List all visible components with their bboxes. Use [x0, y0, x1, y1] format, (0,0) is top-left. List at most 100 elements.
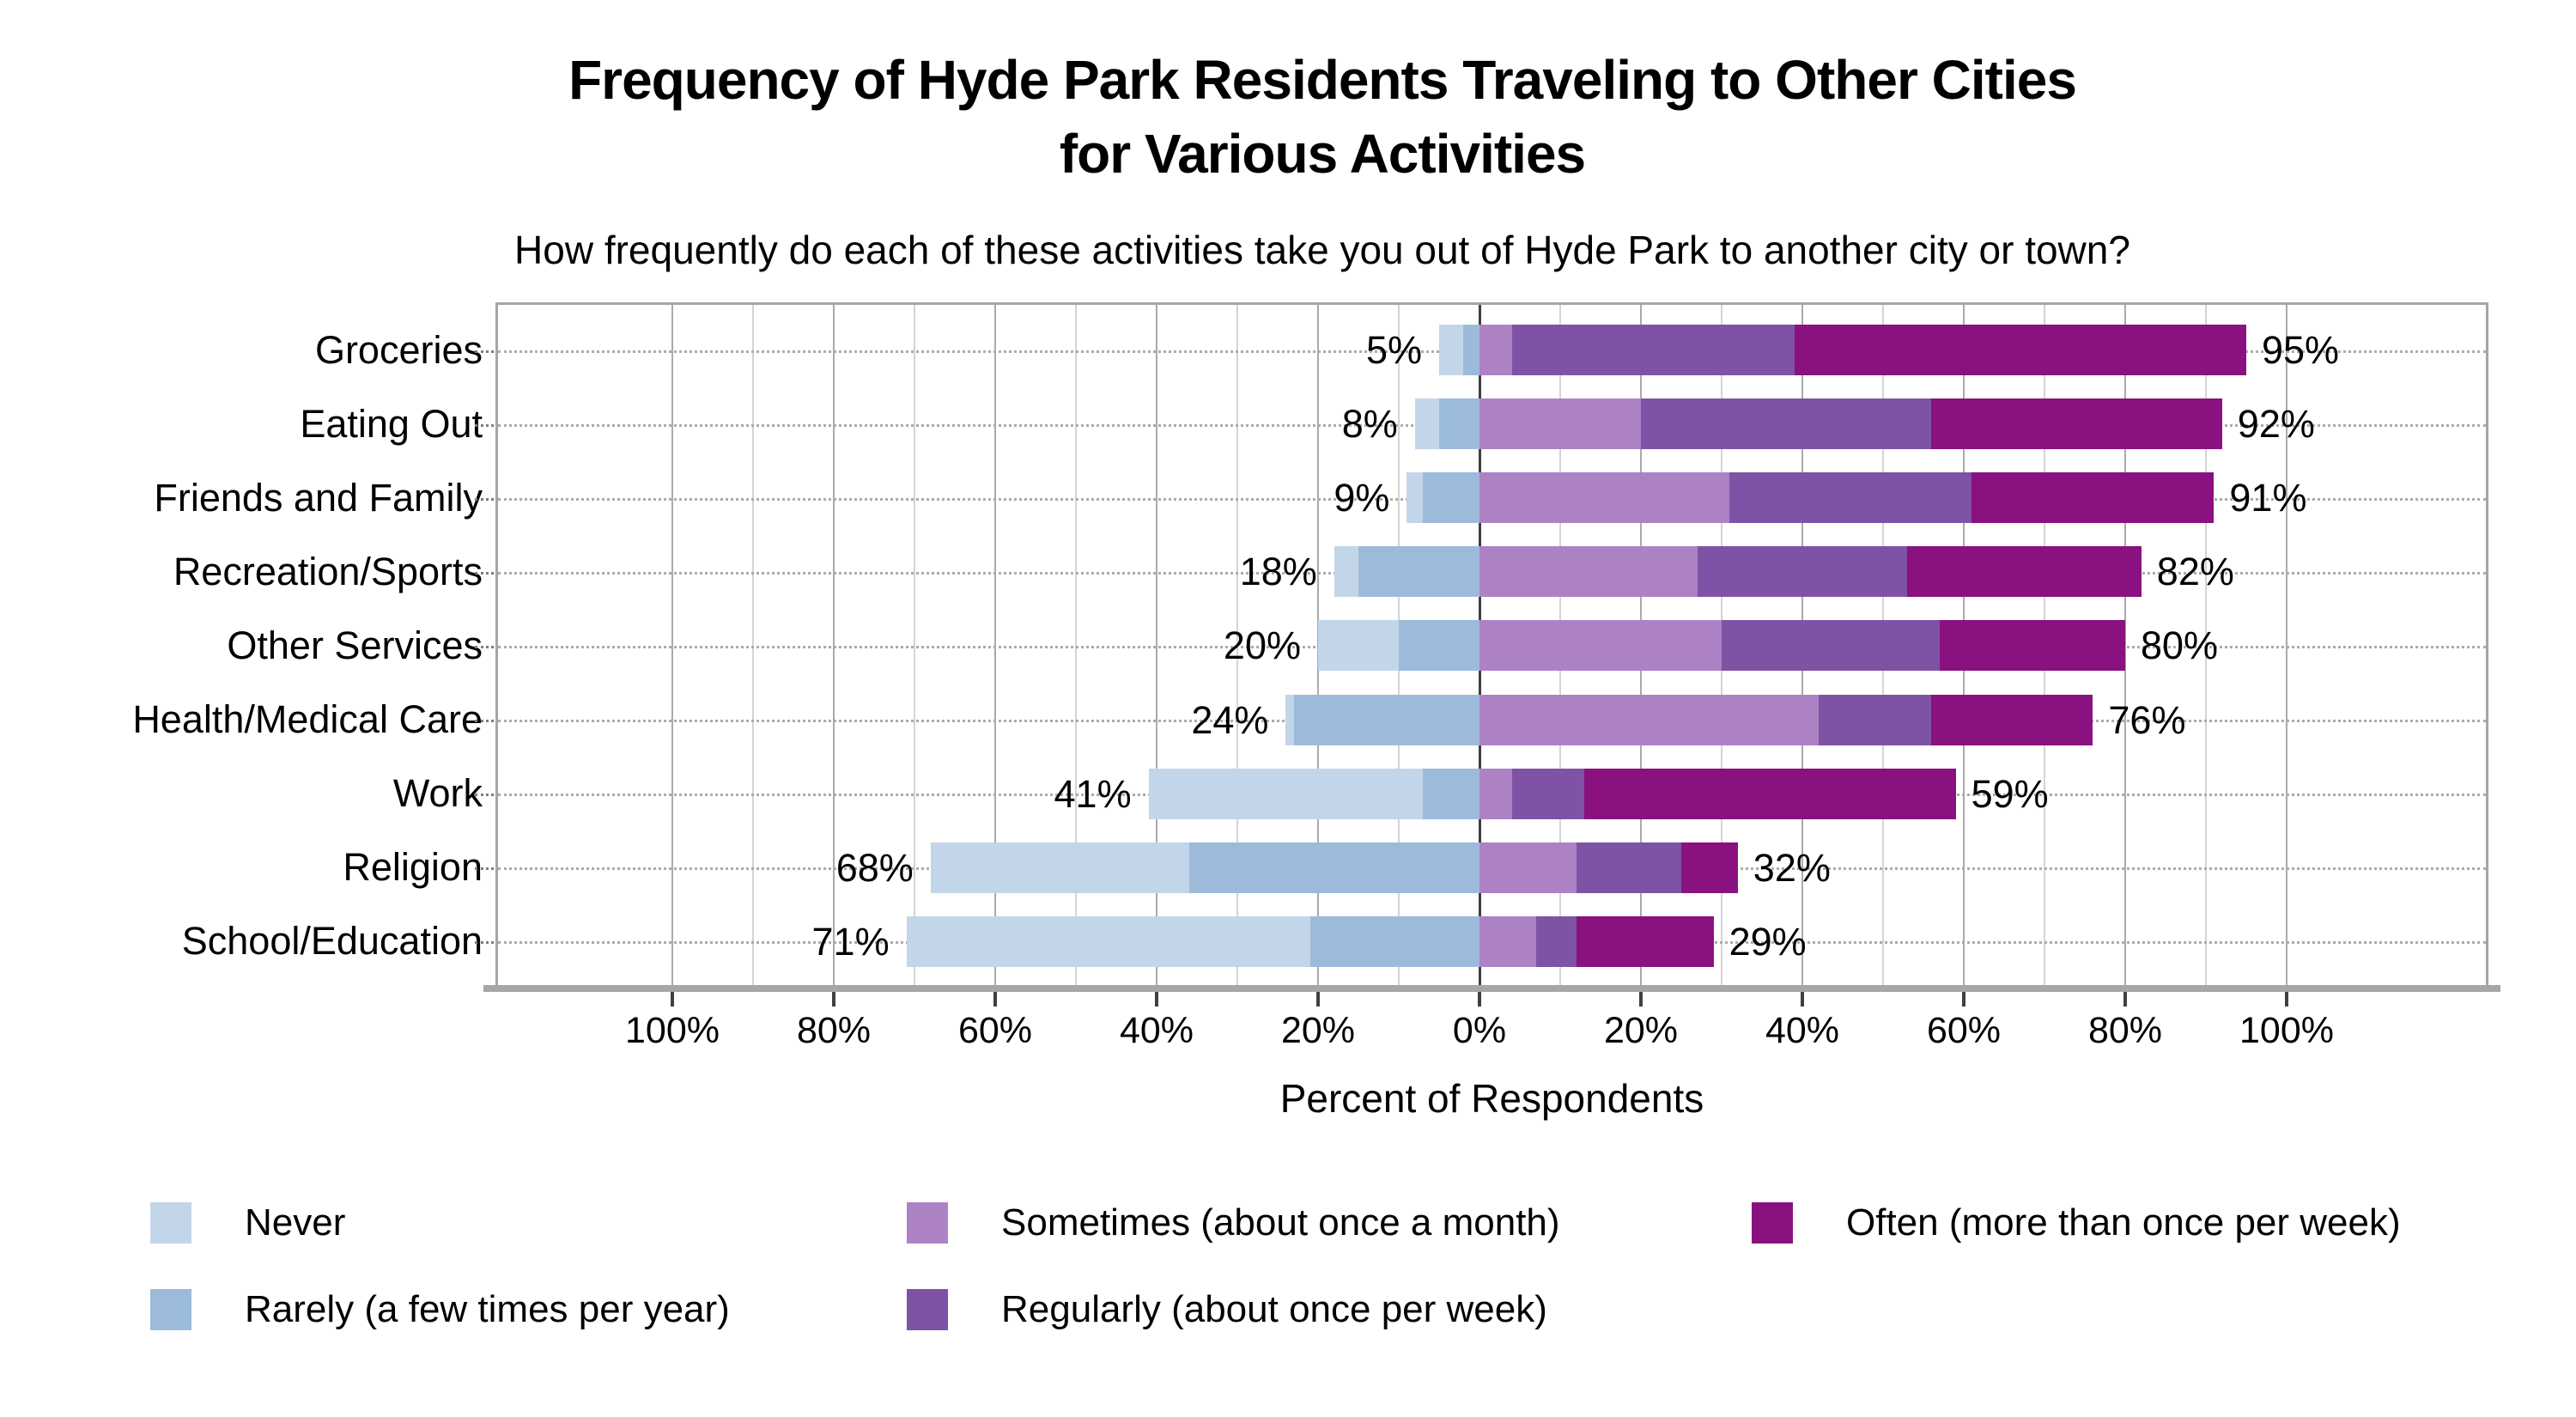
legend-label: Never [245, 1201, 346, 1244]
legend-item-sometimes: Sometimes (about once a month) [907, 1201, 1560, 1245]
category-tick [475, 645, 494, 648]
gridline-major [1156, 305, 1157, 985]
bar-segment-regularly [1722, 620, 1940, 672]
bar-segment-regularly [1576, 842, 1681, 893]
bar-segment-rarely [1423, 768, 1479, 819]
bar-segment-never [1334, 546, 1358, 598]
bar-total-label-right: 76% [2108, 697, 2186, 742]
bar-segment-often [1576, 915, 1714, 967]
bar-total-label-right: 29% [1728, 919, 1807, 964]
legend-label: Often (more than once per week) [1846, 1201, 2401, 1244]
x-tick-label: 60% [1926, 1010, 2002, 1051]
bar-segment-never [906, 915, 1310, 967]
x-tick [1155, 992, 1158, 1006]
bar-segment-sometimes [1479, 472, 1730, 524]
bar-segment-regularly [1697, 546, 1908, 598]
bar-segment-regularly [1641, 398, 1932, 450]
x-tick-label: 40% [1765, 1010, 1840, 1051]
bar-segment-often [1794, 325, 2246, 375]
bar-segment-never [1285, 694, 1294, 745]
category-tick [475, 497, 494, 501]
gridline-minor [914, 305, 915, 985]
legend-item-often: Often (more than once per week) [1752, 1201, 2401, 1245]
bar-segment-sometimes [1479, 915, 1536, 967]
gridline-major [833, 305, 835, 985]
bar-segment-sometimes [1479, 546, 1698, 598]
x-tick [832, 992, 835, 1006]
category-tick [475, 350, 494, 353]
bar-segment-often [1971, 472, 2215, 524]
gridline-major [2124, 305, 2126, 985]
category-tick [475, 720, 494, 722]
x-tick-label: 80% [796, 1010, 872, 1051]
x-tick [1478, 992, 1481, 1006]
legend-swatch-sometimes [907, 1202, 948, 1244]
bar-total-label-right: 32% [1753, 845, 1831, 890]
bar-total-label-right: 91% [2229, 476, 2307, 520]
gridline-major [671, 305, 673, 985]
bar-total-label-right: 95% [2262, 328, 2340, 372]
category-label: Other Services [227, 623, 483, 667]
x-tick-label: 20% [1280, 1010, 1356, 1051]
legend-item-rarely: Rarely (a few times per year) [150, 1287, 730, 1332]
bar-total-label-left: 24% [1191, 697, 1269, 742]
bar-total-label-left: 18% [1239, 550, 1317, 594]
gridline-minor [1075, 305, 1077, 985]
bar-segment-rarely [1463, 325, 1479, 375]
bar-total-label-left: 71% [811, 919, 890, 964]
gridline-minor [752, 305, 754, 985]
bar-segment-often [1931, 398, 2222, 450]
x-tick-label: 100% [2239, 1010, 2334, 1051]
bar-total-label-left: 9% [1334, 476, 1390, 520]
gridline-minor [1236, 305, 1238, 985]
bar-segment-often [1939, 620, 2125, 672]
bar-total-label-left: 68% [835, 845, 914, 890]
bar-total-label-left: 41% [1054, 771, 1132, 816]
legend-swatch-regularly [907, 1289, 948, 1330]
bar-total-label-right: 92% [2237, 402, 2315, 447]
category-tick [475, 941, 494, 945]
category-label: Recreation/Sports [173, 549, 483, 593]
x-tick [1962, 992, 1965, 1006]
x-tick-label: 40% [1119, 1010, 1194, 1051]
bar-segment-often [1584, 768, 1956, 819]
category-label: Friends and Family [154, 475, 483, 520]
legend-label: Sometimes (about once a month) [1001, 1201, 1560, 1244]
bar-segment-often [1931, 694, 2093, 745]
gridline-minor [2205, 305, 2207, 985]
x-tick [2123, 992, 2127, 1006]
bar-total-label-left: 5% [1365, 328, 1422, 372]
plot-area: 5% 95% 8% 92% 9% 91% 18% 82% 20% 80% 24% 76% 41% 59% 6… [495, 302, 2488, 988]
category-tick [475, 794, 494, 797]
x-axis-line [483, 985, 2500, 992]
chart-subtitle: How frequently do each of these activiti… [514, 228, 2130, 272]
x-tick [671, 992, 674, 1006]
gridline-major [2286, 305, 2287, 985]
category-label: Work [392, 771, 483, 816]
legend-item-regularly: Regularly (about once per week) [907, 1287, 1547, 1332]
x-axis-title: Percent of Respondents [1279, 1076, 1704, 1121]
bar-segment-sometimes [1479, 398, 1641, 450]
bar-segment-rarely [1358, 546, 1479, 598]
x-tick-label: 100% [625, 1010, 720, 1051]
bar-total-label-right: 82% [2156, 550, 2234, 594]
bar-segment-never [1439, 325, 1464, 375]
bar-segment-never [1414, 398, 1439, 450]
category-label: Eating Out [300, 401, 483, 446]
bar-segment-regularly [1535, 915, 1577, 967]
bar-total-label-left: 20% [1223, 623, 1301, 668]
x-tick [2285, 992, 2288, 1006]
category-tick [475, 867, 494, 871]
bar-segment-rarely [1293, 694, 1479, 745]
x-tick-label: 0% [1452, 1010, 1507, 1051]
legend-swatch-often [1752, 1202, 1793, 1244]
bar-segment-rarely [1309, 915, 1479, 967]
bar-segment-sometimes [1479, 842, 1577, 893]
legend-swatch-rarely [150, 1289, 191, 1330]
bar-segment-regularly [1511, 325, 1795, 375]
x-tick-label: 60% [957, 1010, 1033, 1051]
bar-segment-regularly [1729, 472, 1972, 524]
bar-segment-never [1406, 472, 1424, 524]
bar-segment-often [1907, 546, 2142, 598]
